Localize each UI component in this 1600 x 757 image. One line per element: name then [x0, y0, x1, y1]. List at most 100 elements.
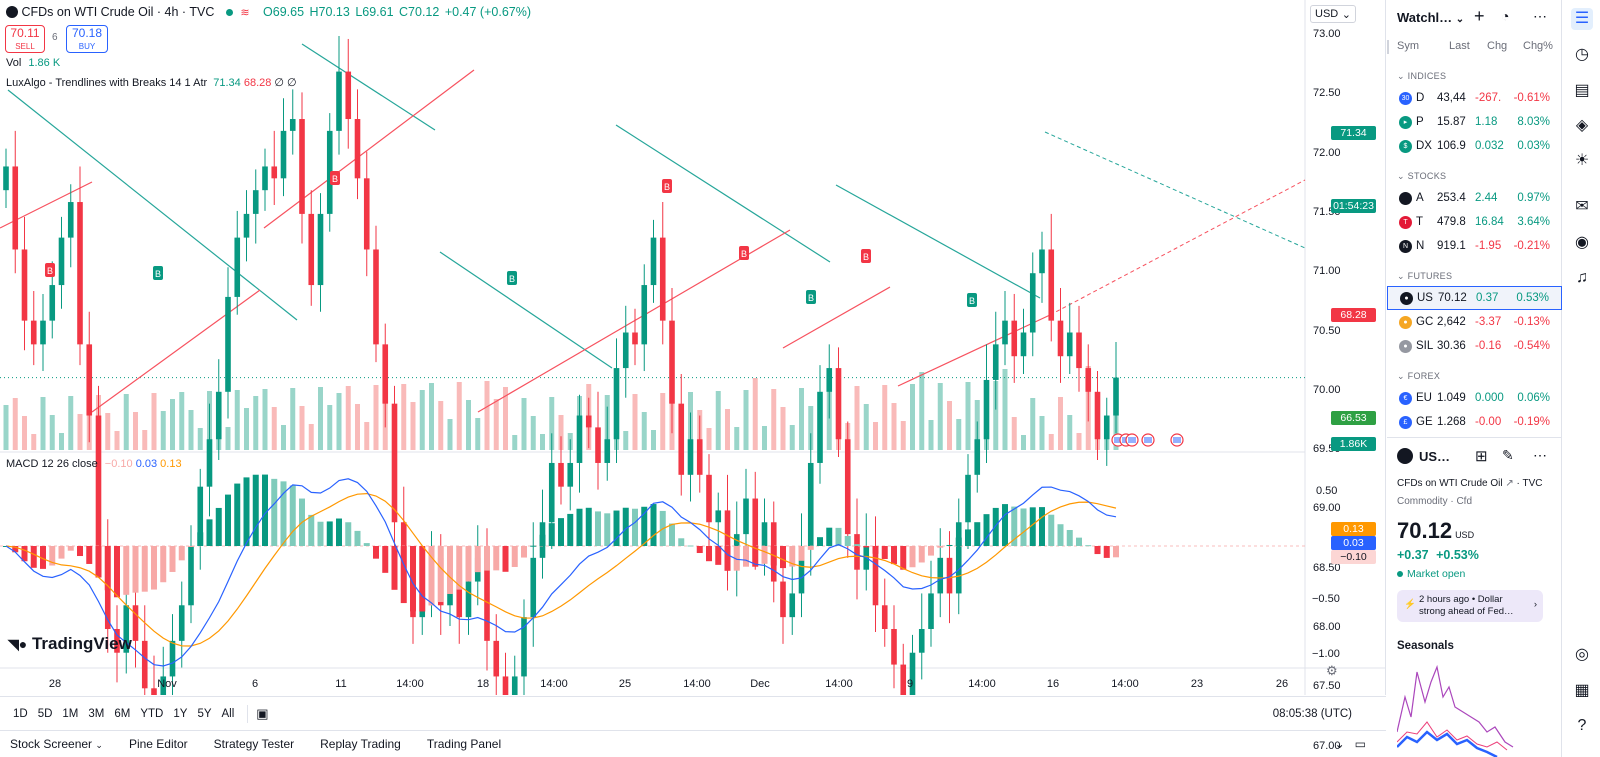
broadcast-icon[interactable]: ◉ — [1575, 234, 1589, 251]
maximize-panel-icon[interactable]: ▭ — [1354, 737, 1366, 751]
economic-event-flag-icon — [1128, 437, 1136, 443]
watchlist-row[interactable]: A 253.4 2.44 0.97% — [1387, 186, 1562, 210]
macd-signal-tag: 0.13 — [1331, 522, 1376, 536]
tv-logo-icon: ◥● — [8, 636, 28, 652]
macd-histogram-bar — [58, 546, 65, 559]
buy-button[interactable]: 70.18 BUY — [66, 25, 108, 53]
range-1y[interactable]: 1Y — [173, 707, 188, 720]
chat-icon[interactable]: ✉ — [1575, 198, 1589, 215]
range-ytd[interactable]: YTD — [140, 707, 164, 720]
macd-legend[interactable]: MACD 12 26 close −0.10 0.03 0.13 — [6, 458, 182, 470]
tab-pine-editor[interactable]: Pine Editor — [128, 737, 188, 751]
section-indices[interactable]: ⌄ INDICES — [1397, 71, 1447, 81]
row-chg: 0.000 — [1475, 392, 1504, 404]
volume-legend[interactable]: Vol 1.86 K — [6, 57, 61, 69]
volume-bar — [715, 391, 721, 450]
signal-target-icon[interactable]: ◎ — [1575, 646, 1589, 663]
volume-bar — [900, 421, 906, 450]
watchlist-row[interactable]: ● GC 2,642 -3.37 -0.13% — [1387, 310, 1562, 334]
indicator-legend[interactable]: LuxAlgo - Trendlines with Breaks 14 1 At… — [6, 77, 297, 89]
chart-area[interactable]: B B B B B B B B B CFDs on WTI Crude Oil · 4h · T… — [0, 0, 1386, 752]
symbol-title[interactable]: CFDs on WTI Crude Oil · 4h · TVC — [21, 5, 215, 19]
watchlist-row[interactable]: 30 D 43,44 -267. -0.61% — [1387, 86, 1562, 110]
details-symbol[interactable]: US… — [1397, 448, 1450, 464]
seasonals-chart[interactable] — [1397, 662, 1547, 757]
price-tick: 71.00 — [1313, 265, 1341, 278]
candle-body — [826, 368, 833, 392]
volume-bar — [419, 390, 425, 450]
more-options-icon[interactable]: ⋯ — [1533, 447, 1547, 463]
range-1m[interactable]: 1M — [62, 707, 79, 720]
candle-body — [206, 439, 213, 487]
trendline-projection — [1049, 179, 1306, 316]
calendar-icon[interactable]: ▣ — [256, 705, 269, 721]
notification-bell-icon[interactable]: ♫ — [1576, 269, 1588, 286]
break-marker — [45, 263, 55, 277]
volume-bar — [1030, 398, 1036, 450]
range-all[interactable]: All — [221, 707, 235, 720]
watchlist-row[interactable]: T T 479.8 16.84 3.64% — [1387, 210, 1562, 234]
layers-icon[interactable]: ◈ — [1575, 117, 1589, 134]
tab-trading-panel[interactable]: Trading Panel — [426, 737, 502, 751]
range-5y[interactable]: 5Y — [197, 707, 212, 720]
tab-stock-screener[interactable]: Stock Screener ⌄ — [10, 737, 103, 751]
collapse-panel-icon[interactable]: ⌄ — [1334, 737, 1345, 751]
calendar-icon[interactable]: ▦ — [1574, 682, 1590, 699]
seasonals-title[interactable]: Seasonals — [1397, 640, 1454, 652]
watchlist-row[interactable]: ● SIL 30.36 -0.16 -0.54% — [1387, 334, 1562, 358]
price-chart[interactable]: B B B B B B B B B — [0, 0, 1386, 695]
volume-bar — [882, 385, 888, 450]
news-card[interactable]: ⚡ 2 hours ago • Dollar strong ahead of F… — [1397, 590, 1543, 622]
trendline — [301, 43, 436, 131]
candle-body — [687, 439, 694, 475]
add-symbol-icon[interactable]: + — [1474, 6, 1485, 26]
tab-replay-trading[interactable]: Replay Trading — [320, 737, 401, 751]
range-6m[interactable]: 6M — [114, 707, 131, 720]
macd-line — [5, 478, 1117, 667]
volume-bar — [873, 422, 878, 450]
volume-bar — [447, 419, 453, 450]
section-futures[interactable]: ⌄ FUTURES — [1397, 271, 1453, 281]
section-stocks[interactable]: ⌄ STOCKS — [1397, 171, 1447, 181]
watchlist-row[interactable]: ● US 70.12 0.37 0.53% — [1387, 286, 1562, 310]
candle-body — [363, 178, 370, 250]
watchlist-row[interactable]: € EU 1.049 0.000 0.06% — [1387, 386, 1562, 410]
range-5d[interactable]: 5D — [37, 707, 53, 720]
tab-strategy-tester[interactable]: Strategy Tester — [213, 737, 295, 751]
section-forex[interactable]: ⌄ FOREX — [1397, 371, 1441, 381]
volume-bar — [225, 427, 231, 450]
col-chgpct[interactable]: Chg% — [1523, 40, 1553, 52]
col-last[interactable]: Last — [1449, 40, 1470, 52]
macd-histogram-bar — [613, 510, 620, 546]
symbol-header[interactable]: CFDs on WTI Crude Oil · 4h · TVC ≋ O69.6… — [6, 5, 533, 19]
candle-body — [1048, 249, 1055, 321]
macd-histogram-bar — [872, 546, 879, 554]
sell-button[interactable]: 70.11 SELL — [5, 25, 45, 53]
watchlist-row[interactable]: £ GE 1.268 -0.00 -0.19% — [1387, 410, 1562, 434]
currency-selector[interactable]: USD ⌄ — [1310, 5, 1356, 23]
help-icon[interactable]: ? — [1577, 717, 1587, 734]
watchlist-row[interactable]: N N 919.1 -1.95 -0.21% — [1387, 234, 1562, 258]
watchlist-title[interactable]: Watchl… ⌄ — [1397, 10, 1465, 25]
more-options-icon[interactable]: ⋯ — [1533, 8, 1547, 24]
macd-histogram-bar — [206, 519, 213, 546]
edit-note-icon[interactable]: ✎ — [1502, 447, 1514, 463]
watchlist-row[interactable]: ▸ P 15.87 1.18 8.03% — [1387, 110, 1562, 134]
watchlist-row[interactable]: $ DX 106.9 0.032 0.03% — [1387, 134, 1562, 158]
grid-icon[interactable]: ⊞ — [1475, 448, 1488, 465]
range-1d[interactable]: 1D — [13, 707, 28, 720]
break-marker-label: B — [664, 182, 670, 192]
range-3m[interactable]: 3M — [88, 707, 105, 720]
calendar-list-icon[interactable]: ▤ — [1574, 82, 1590, 99]
settings-gear-icon[interactable]: ⚙ — [1326, 663, 1338, 678]
external-link-icon[interactable]: ↗ — [1505, 478, 1514, 489]
col-chg[interactable]: Chg — [1487, 40, 1508, 52]
idea-bulb-icon[interactable]: ☀ — [1574, 152, 1590, 169]
chart-pie-icon[interactable]: ◔ — [1501, 8, 1510, 24]
watchlist-icon[interactable]: ☰ — [1571, 8, 1593, 30]
col-sym[interactable]: Sym — [1397, 40, 1419, 52]
alarm-clock-icon[interactable]: ◷ — [1575, 46, 1589, 63]
tradingview-logo[interactable]: ◥● TradingView — [8, 634, 132, 653]
utc-clock[interactable]: 08:05:38 (UTC) — [1272, 707, 1352, 720]
